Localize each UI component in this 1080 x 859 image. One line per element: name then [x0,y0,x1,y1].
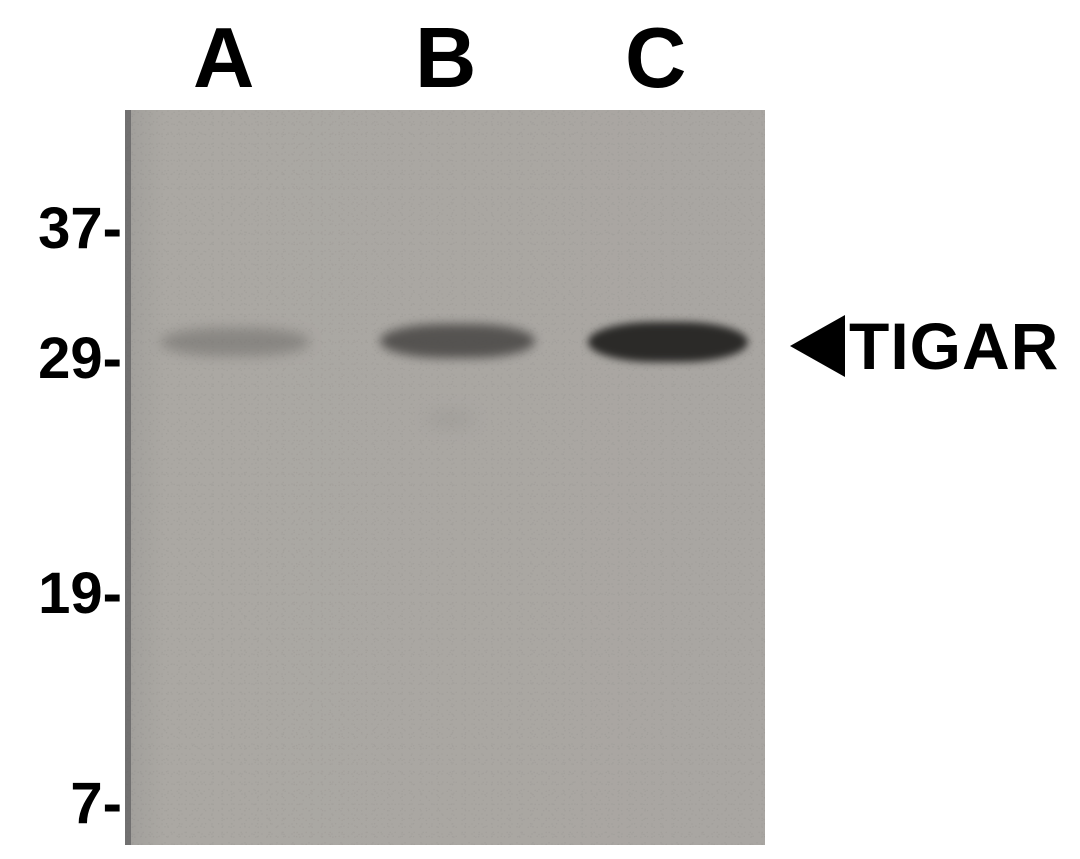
arrow-icon [790,315,845,377]
band-lane-a [160,328,310,356]
blot-noise [125,110,765,845]
marker-29: 29- [2,325,122,392]
band-lane-c [588,322,748,362]
smudge-lane-b [425,410,475,428]
target-label-row: TIGAR [790,308,1059,384]
lane-label-b: B [415,10,476,108]
lane-label-a: A [193,10,254,108]
marker-37: 37- [2,195,122,262]
marker-7: 7- [2,770,122,837]
marker-19: 19- [2,560,122,627]
target-protein-name: TIGAR [849,308,1059,384]
lane-label-c: C [625,10,686,108]
band-lane-b [380,324,535,358]
blot-membrane [125,110,765,845]
